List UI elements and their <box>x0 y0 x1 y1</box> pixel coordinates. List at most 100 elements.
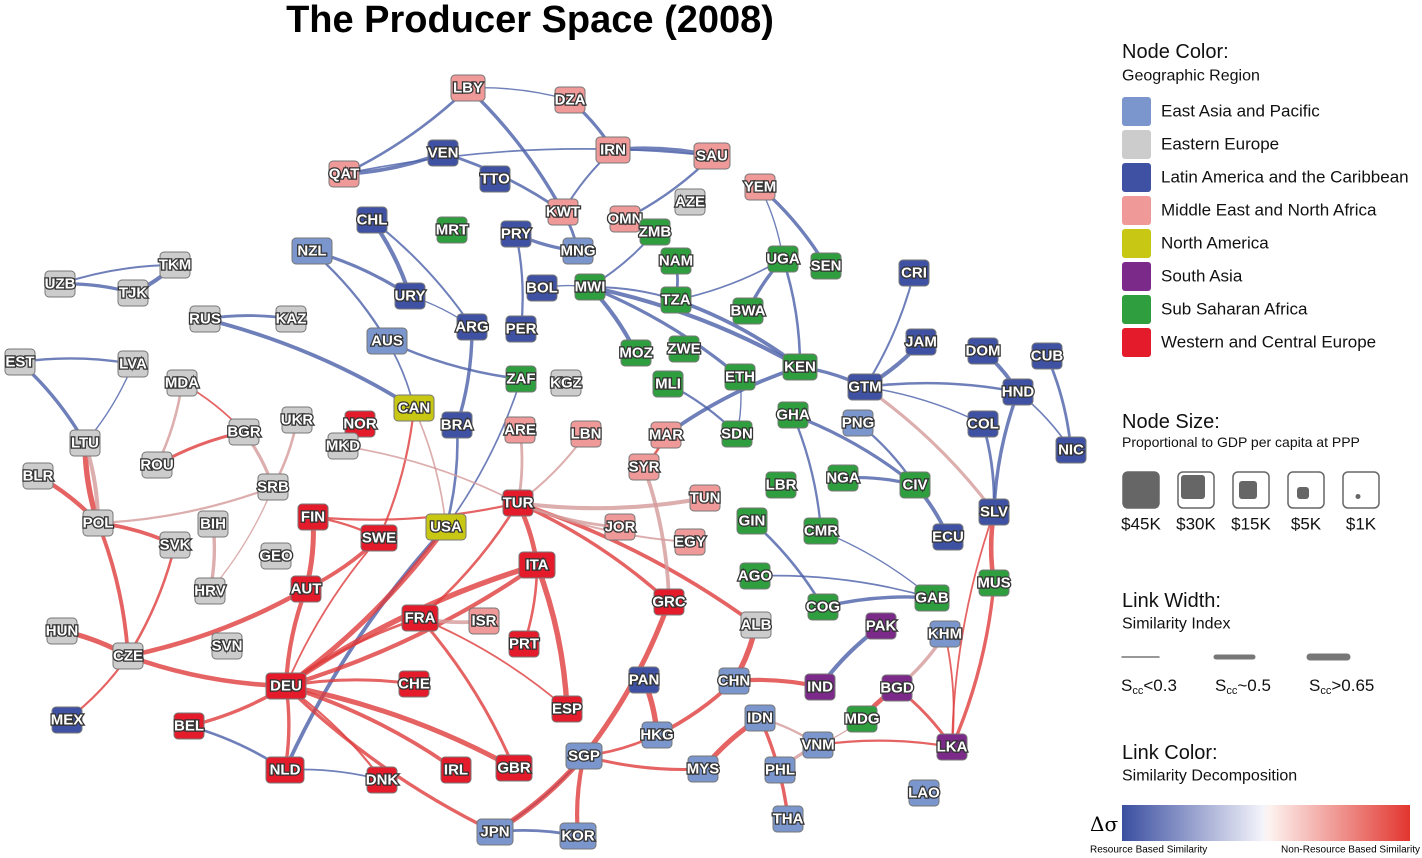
legend-subtitle: Geographic Region <box>1122 68 1260 85</box>
node-label: IDN <box>747 710 773 727</box>
node-label: HND <box>1002 384 1035 401</box>
node <box>810 252 842 280</box>
node <box>1031 342 1063 370</box>
node-label: KHM <box>928 626 962 643</box>
node-label: NAM <box>659 253 693 270</box>
node <box>502 489 534 517</box>
node-label: ROU <box>140 457 173 474</box>
node-label: PAK <box>866 618 897 635</box>
node-label: FRA <box>405 610 436 627</box>
node-label: KAZ <box>276 311 307 328</box>
title: The Producer Space (2008) <box>286 0 774 41</box>
node-label: JOR <box>605 519 636 536</box>
node <box>565 742 603 770</box>
node <box>559 822 597 850</box>
node <box>344 410 376 438</box>
node-label: CIV <box>902 477 927 494</box>
node <box>620 339 652 367</box>
link <box>1045 355 1073 451</box>
link <box>754 574 933 599</box>
node <box>689 484 721 512</box>
node-label: LKA <box>937 739 968 756</box>
legend-subtitle: Proportional to GDP per capita at PPP <box>1122 434 1360 450</box>
node-label: IRL <box>444 762 468 779</box>
link <box>127 653 287 689</box>
node-label: GBR <box>497 760 531 777</box>
link <box>418 617 516 769</box>
node-label: CUB <box>1031 348 1064 365</box>
node <box>914 584 950 612</box>
delta-sigma: Δσ <box>1090 812 1118 836</box>
node-label: TJK <box>119 285 148 302</box>
node <box>772 805 804 833</box>
legend-label: Sub Saharan Africa <box>1161 300 1308 319</box>
node-label: SYR <box>629 459 660 476</box>
node <box>504 416 536 444</box>
node <box>505 315 537 343</box>
node <box>425 513 467 541</box>
node <box>739 562 771 590</box>
node <box>652 370 684 398</box>
node-label: THA <box>773 811 804 828</box>
legend-swatch <box>1122 229 1151 258</box>
s: S <box>1121 676 1132 695</box>
node-label: SDN <box>721 426 753 443</box>
node <box>44 270 76 298</box>
node-label: HKG <box>640 727 673 744</box>
node-label: DEU <box>270 678 302 695</box>
node <box>674 188 706 216</box>
node <box>803 517 839 545</box>
node-label: KEN <box>784 359 816 376</box>
node <box>764 756 796 784</box>
node <box>257 473 289 501</box>
node <box>639 218 671 246</box>
node-label: BIH <box>200 516 226 533</box>
rest: <0.3 <box>1143 676 1177 695</box>
link <box>127 587 308 659</box>
node <box>724 363 756 391</box>
node-label: BGR <box>227 424 261 441</box>
node <box>865 612 897 640</box>
node-label: DZA <box>555 92 586 109</box>
node-label: SGP <box>568 748 600 765</box>
node-label: GRC <box>652 594 686 611</box>
link <box>517 501 671 604</box>
link <box>285 683 516 771</box>
link <box>342 445 519 504</box>
size-fill <box>1297 487 1309 499</box>
node-label: SLV <box>980 504 1008 521</box>
node <box>450 74 486 102</box>
node <box>360 524 398 552</box>
node-label: ARG <box>455 319 488 336</box>
size-label: $30K <box>1176 515 1216 534</box>
node <box>744 173 776 201</box>
size-fill <box>1239 481 1257 499</box>
node-label: BGD <box>880 680 914 697</box>
legend-label: Latin America and the Caribbean <box>1161 168 1409 187</box>
node-label: MNG <box>561 243 596 260</box>
node-label: LVA <box>119 356 147 373</box>
node <box>604 513 636 541</box>
node <box>668 335 700 363</box>
node <box>82 509 114 537</box>
node <box>526 274 558 302</box>
node-label: SEN <box>811 258 842 275</box>
node <box>660 247 692 275</box>
node <box>929 620 961 648</box>
node <box>777 401 809 429</box>
legend-swatch <box>1122 130 1151 159</box>
node-label: DNK <box>366 772 399 789</box>
node <box>881 674 913 702</box>
node-label: CHN <box>718 673 751 690</box>
link <box>209 486 274 592</box>
node-label: UKR <box>281 412 314 429</box>
node <box>159 251 191 279</box>
node <box>366 327 408 355</box>
link <box>517 502 691 543</box>
node-label: BEL <box>174 718 204 735</box>
node <box>660 286 692 314</box>
node <box>905 328 937 356</box>
link <box>204 317 416 410</box>
node <box>440 756 472 784</box>
node <box>562 237 594 265</box>
